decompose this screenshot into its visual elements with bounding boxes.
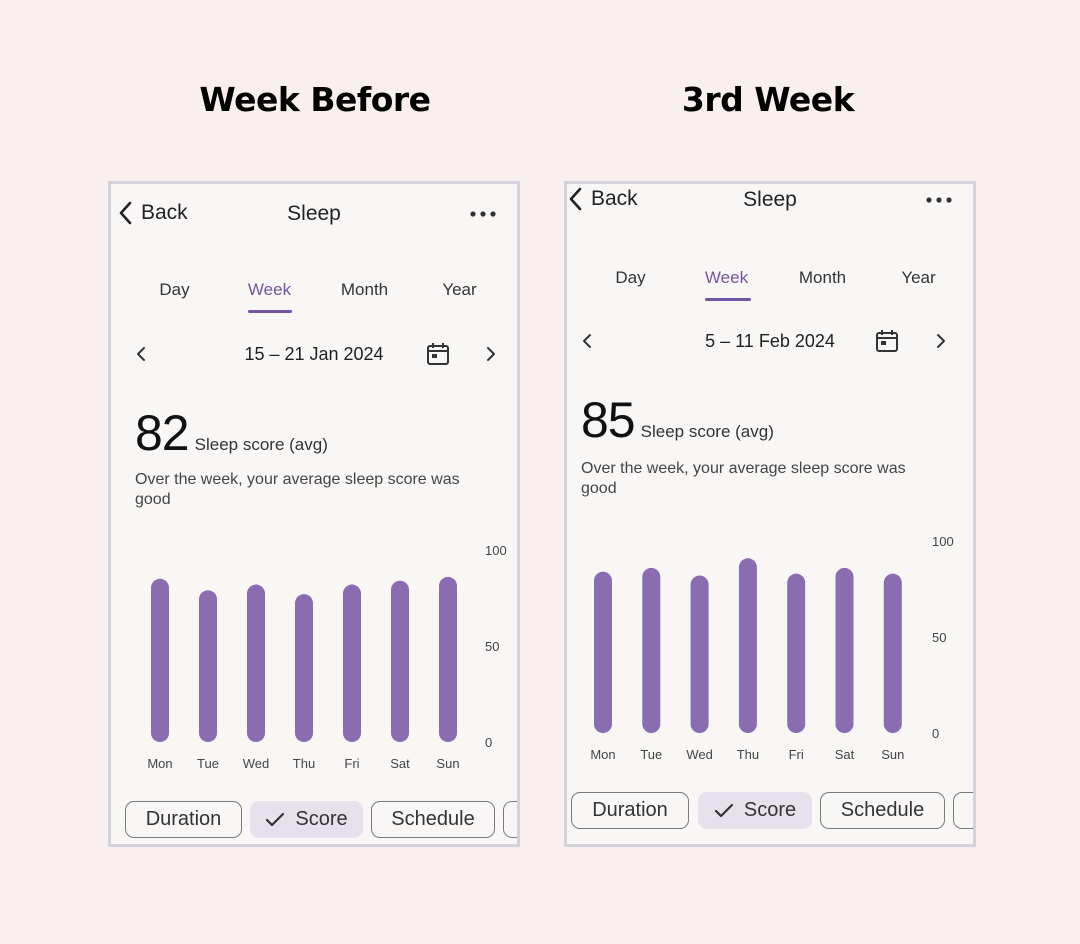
check-icon (266, 812, 285, 826)
y-tick-label: 50 (932, 630, 946, 645)
metric-chips: Duration Score Schedule (125, 801, 517, 839)
schedule-chip[interactable]: Schedule (820, 792, 945, 829)
heading-third-week: 3rd Week (681, 80, 855, 119)
metric-chips: Duration Score Schedule (571, 792, 973, 830)
bar-fri[interactable] (343, 584, 361, 742)
y-tick-label: 100 (932, 534, 954, 549)
x-tick-label: Fri (789, 747, 804, 762)
score-value: 85 (581, 392, 636, 448)
chip-label: Schedule (840, 799, 925, 821)
chip-label: Score (295, 808, 348, 830)
tab-year[interactable]: Year (442, 280, 477, 299)
x-tick-label: Tue (640, 747, 662, 762)
back-label: Back (141, 201, 188, 224)
duration-chip[interactable]: Duration (571, 792, 689, 829)
more-horizontal-icon[interactable] (925, 194, 953, 206)
score-row: 82 Sleep score (avg) (135, 404, 328, 462)
y-tick-label: 0 (932, 726, 939, 741)
period-tabs: Day Week Month Year (581, 268, 959, 304)
tab-month[interactable]: Month (340, 280, 389, 299)
score-label: Sleep score (avg) (194, 435, 328, 454)
bar-sun[interactable] (883, 573, 902, 733)
y-tick-label: 50 (485, 639, 499, 654)
bar-mon[interactable] (151, 578, 169, 742)
sleep-score-chart: Mon Tue Wed Thu Fri Sat Sun 100 50 0 (590, 534, 954, 762)
bar-wed[interactable] (690, 575, 709, 733)
x-tick-label: Sun (436, 756, 459, 771)
x-tick-label: Sat (390, 756, 410, 771)
x-tick-label: Mon (147, 756, 172, 771)
bar-sat[interactable] (835, 567, 854, 733)
score-value: 82 (135, 405, 190, 461)
tab-day[interactable]: Day (159, 280, 190, 299)
score-chip[interactable]: Score (698, 792, 812, 829)
chevron-left-icon (569, 187, 582, 211)
back-button[interactable]: Back (567, 186, 638, 212)
more-chip[interactable] (953, 792, 973, 829)
chevron-left-icon (119, 201, 132, 225)
x-tick-label: Thu (737, 747, 759, 762)
y-tick-label: 100 (485, 543, 507, 558)
bar-fri[interactable] (787, 573, 806, 733)
x-tick-label: Wed (243, 756, 270, 771)
chip-label: Duration (145, 808, 222, 830)
back-label: Back (591, 187, 638, 210)
chevron-right-icon[interactable] (931, 329, 951, 353)
check-icon (714, 803, 733, 817)
x-tick-label: Tue (197, 756, 219, 771)
bar-sat[interactable] (391, 580, 409, 742)
bar-tue[interactable] (199, 590, 217, 742)
active-tab-indicator (705, 298, 751, 301)
period-tabs: Day Week Month Year (125, 280, 503, 316)
score-label: Sleep score (avg) (640, 422, 774, 441)
score-row: 85 Sleep score (avg) (581, 391, 774, 449)
bar-thu[interactable] (738, 558, 757, 733)
x-tick-label: Fri (344, 756, 359, 771)
duration-chip[interactable]: Duration (125, 801, 242, 838)
calendar-icon[interactable] (425, 341, 451, 367)
x-tick-label: Wed (686, 747, 713, 762)
chevron-left-icon[interactable] (131, 342, 151, 366)
bar-thu[interactable] (295, 594, 313, 742)
bar-wed[interactable] (247, 584, 265, 742)
calendar-icon[interactable] (874, 328, 900, 354)
chip-label: Schedule (391, 808, 475, 830)
sleep-score-chart: Mon Tue Wed Thu Fri Sat Sun 100 50 0 (147, 543, 507, 771)
tab-year[interactable]: Year (901, 268, 936, 287)
more-chip[interactable] (503, 801, 517, 838)
score-summary: Over the week, your average sleep score … (581, 460, 906, 497)
tab-week[interactable]: Week (247, 280, 292, 299)
x-tick-label: Mon (590, 747, 615, 762)
tab-month[interactable]: Month (798, 268, 847, 287)
chevron-left-icon[interactable] (577, 329, 597, 353)
bar-tue[interactable] (642, 567, 661, 733)
phone-panel-third-week: Back Sleep Day Week Month Year 5 – 11 Fe… (564, 181, 976, 847)
more-horizontal-icon[interactable] (469, 208, 497, 220)
bar-sun[interactable] (439, 576, 457, 742)
tab-day[interactable]: Day (615, 268, 646, 287)
chip-label: Score (743, 799, 797, 821)
y-tick-label: 0 (485, 735, 492, 750)
phone-panel-week-before: Back Sleep Day Week Month Year 15 – 21 J… (108, 181, 520, 847)
tab-week[interactable]: Week (704, 268, 749, 287)
x-tick-label: Sat (835, 747, 855, 762)
active-tab-indicator (248, 310, 292, 313)
chip-label: Duration (592, 799, 668, 821)
schedule-chip[interactable]: Schedule (371, 801, 495, 838)
score-summary: Over the week, your average sleep score … (135, 471, 460, 508)
bar-mon[interactable] (594, 571, 612, 733)
score-chip[interactable]: Score (250, 801, 363, 838)
chevron-right-icon[interactable] (481, 342, 501, 366)
x-tick-label: Sun (881, 747, 904, 762)
heading-week-before: Week Before (199, 80, 431, 119)
x-tick-label: Thu (293, 756, 315, 771)
back-button[interactable]: Back (117, 200, 188, 226)
